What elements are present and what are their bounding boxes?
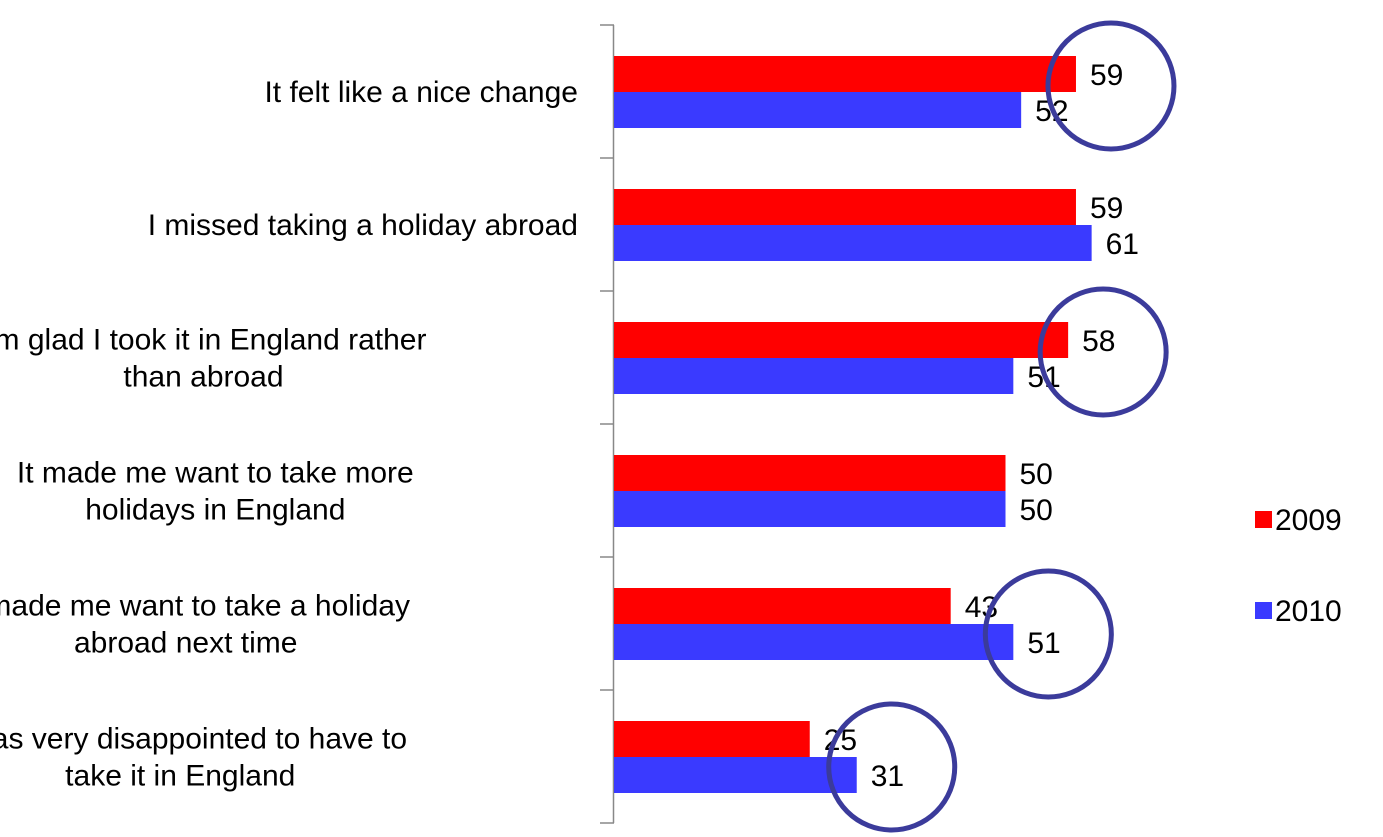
bar-2009 bbox=[614, 455, 1006, 491]
annotation-layer bbox=[826, 20, 1177, 833]
category-label-line: take it in England bbox=[65, 760, 295, 793]
category-label-line: It made me want to take more bbox=[17, 457, 414, 490]
category-label-line: I'm glad I took it in England rather bbox=[0, 324, 426, 357]
category-label: I was very disappointed to have to take i… bbox=[0, 723, 407, 793]
category-label-line: It made me want to take a holiday bbox=[0, 590, 410, 623]
data-label-2009: 59 bbox=[1090, 192, 1123, 225]
data-label-2009: 59 bbox=[1090, 59, 1123, 92]
bar-2009 bbox=[614, 588, 951, 624]
legend-label-2009: 2009 bbox=[1275, 504, 1342, 537]
bar-2010 bbox=[614, 225, 1092, 261]
legend-label-2010: 2010 bbox=[1275, 595, 1342, 628]
annotation-circle bbox=[1037, 286, 1169, 418]
category-label-line: than abroad bbox=[123, 361, 283, 394]
category-label: I missed taking a holiday abroad bbox=[148, 209, 578, 242]
bar-2010 bbox=[614, 92, 1022, 128]
category-label-line: I was very disappointed to have to bbox=[0, 723, 407, 756]
data-label-2010: 31 bbox=[871, 760, 904, 793]
category-label: It made me want to take more holidays in … bbox=[17, 457, 414, 527]
category-label: It felt like a nice change bbox=[264, 76, 578, 109]
bar-2010 bbox=[614, 358, 1014, 394]
category-label: It made me want to take a holiday abroad … bbox=[0, 590, 410, 660]
legend-swatch-2010 bbox=[1255, 602, 1272, 619]
category-label-line: holidays in England bbox=[85, 494, 345, 527]
category-label: I'm glad I took it in England rather than… bbox=[0, 324, 426, 394]
bar-2009 bbox=[614, 56, 1076, 92]
data-label-2009: 50 bbox=[1020, 458, 1053, 491]
bar-2010 bbox=[614, 757, 857, 793]
data-label-2009: 58 bbox=[1082, 325, 1115, 358]
bar-2010 bbox=[614, 624, 1014, 660]
data-label-2010: 51 bbox=[1027, 627, 1060, 660]
data-label-2010: 50 bbox=[1020, 494, 1053, 527]
legend-swatch-2009 bbox=[1255, 511, 1272, 528]
legend: 2009 2010 bbox=[1255, 504, 1342, 628]
annotation-circle bbox=[826, 701, 958, 833]
bar-2010 bbox=[614, 491, 1006, 527]
annotation-circle bbox=[982, 568, 1114, 700]
annotation-circle bbox=[1045, 20, 1177, 152]
bar-2009 bbox=[614, 721, 810, 757]
category-label-line: I missed taking a holiday abroad bbox=[148, 209, 578, 242]
axis-layer bbox=[600, 24, 615, 824]
bar-2009 bbox=[614, 322, 1069, 358]
bars-layer bbox=[614, 56, 1092, 793]
category-label-line: It felt like a nice change bbox=[264, 76, 578, 109]
category-label-line: abroad next time bbox=[74, 627, 297, 660]
bar-2009 bbox=[614, 189, 1076, 225]
data-label-2010: 61 bbox=[1106, 228, 1139, 261]
